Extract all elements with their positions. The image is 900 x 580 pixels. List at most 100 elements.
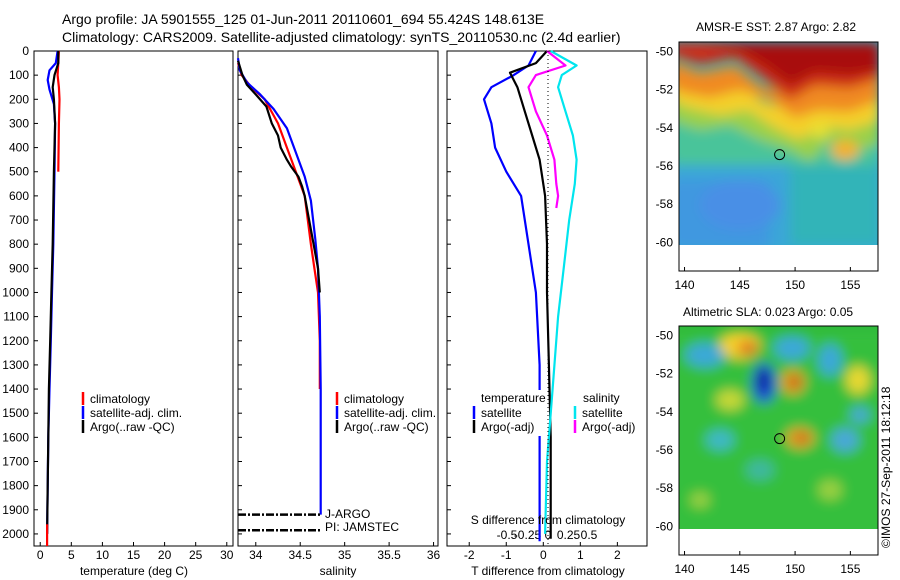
- depth-tick-label: 1000: [2, 285, 29, 299]
- annotation-pi: PI: JAMSTEC: [325, 520, 399, 534]
- series-line-climatology: [56, 50, 61, 172]
- depth-tick-label: 1600: [2, 430, 29, 444]
- x-tick-label: 34: [249, 548, 263, 562]
- map-y-tick-label: -56: [656, 443, 674, 457]
- legend-header-temperature: temperature: [481, 391, 546, 405]
- legend-label: Argo(-adj): [481, 420, 534, 434]
- temperature-legend: climatology satellite-adj. clim. Argo(..…: [81, 392, 182, 434]
- depth-tick-label: 900: [9, 261, 29, 275]
- difference-legend: temperature satellite Argo(-adj) salinit…: [470, 390, 640, 436]
- depth-tick-label: 1300: [2, 358, 29, 372]
- sst-heatmap: [679, 42, 878, 245]
- map-y-tick-label: -58: [656, 481, 674, 495]
- annotation-jargo: J-ARGO: [325, 507, 370, 521]
- map-x-tick-label: 145: [730, 562, 750, 576]
- s-tick-label: -0.25: [514, 528, 542, 542]
- legend-label: satellite-adj. clim.: [90, 406, 182, 420]
- temperature-xlabel: temperature (deg C): [80, 564, 188, 578]
- depth-tick-label: 1100: [3, 310, 29, 324]
- depth-tick-label: 600: [9, 189, 29, 203]
- legend-label: Argo(..raw -QC): [90, 420, 175, 434]
- x-tick-label: 1: [577, 548, 584, 562]
- legend-background: [470, 390, 545, 436]
- series-line-salinity-satellite: [544, 50, 578, 534]
- imos-timestamp: ©IMOS 27-Sep-2011 18:12:18: [879, 386, 893, 548]
- x-tick-label: -2: [464, 548, 475, 562]
- series-line-temperature-satellite: [482, 50, 541, 542]
- s-tick-label: 0.25: [557, 528, 581, 542]
- map-x-tick-label: 150: [785, 562, 805, 576]
- series-line-argo-raw-qc-: [236, 60, 321, 293]
- legend-label: Argo(-adj): [582, 420, 635, 434]
- legend-label: Argo(..raw -QC): [344, 420, 429, 434]
- depth-tick-label: 1200: [2, 334, 29, 348]
- x-tick-label: 30: [220, 548, 234, 562]
- series-line-salinity-argo-adj-: [527, 50, 567, 209]
- x-tick-label: 35.5: [377, 548, 401, 562]
- x-tick-label: 20: [158, 548, 172, 562]
- depth-tick-label: 1900: [2, 503, 29, 517]
- depth-tick-label: 700: [9, 213, 29, 227]
- series-line-argo-raw-qc-: [46, 51, 60, 534]
- x-tick-label: 10: [96, 548, 110, 562]
- depth-tick-label: 2000: [2, 527, 29, 541]
- sst-map-title: AMSR-E SST: 2.87 Argo: 2.82: [696, 20, 856, 34]
- sla-field: [679, 330, 878, 529]
- tick-layer: 0100200300400500600700800900100011001200…: [2, 44, 860, 576]
- map-x-tick-label: 140: [675, 278, 695, 292]
- sst-axes: [678, 41, 879, 272]
- depth-tick-label: 0: [22, 44, 29, 58]
- climatology-subtitle: Climatology: CARS2009. Satellite-adjuste…: [62, 29, 620, 45]
- depth-tick-label: 1500: [2, 406, 29, 420]
- map-x-tick-label: 145: [730, 278, 750, 292]
- depth-tick-label: 400: [9, 141, 29, 155]
- depth-tick-label: 1400: [2, 382, 29, 396]
- series-line-climatology: [236, 62, 321, 389]
- map-y-tick-label: -50: [656, 45, 674, 59]
- map-y-tick-label: -56: [656, 159, 674, 173]
- map-x-tick-label: 140: [675, 562, 695, 576]
- t-difference-xlabel: T difference from climatology: [471, 564, 625, 578]
- legend-label: satellite-adj. clim.: [344, 406, 436, 420]
- map-y-tick-label: -52: [656, 83, 674, 97]
- s-tick-label: -0.5: [497, 528, 518, 542]
- argo-location-marker: [774, 149, 786, 161]
- sla-axes: [678, 325, 879, 556]
- sst-field: [679, 42, 878, 245]
- s-difference-xlabel: S difference from climatology: [471, 513, 626, 527]
- map-x-tick-label: 155: [840, 278, 860, 292]
- salinity-legend: climatology satellite-adj. clim. Argo(..…: [335, 392, 436, 434]
- legend-label: climatology: [344, 392, 404, 406]
- platform-annotations: J-ARGO PI: JAMSTEC: [325, 507, 399, 534]
- legend-label: climatology: [90, 392, 150, 406]
- map-y-tick-label: -60: [656, 235, 674, 249]
- x-tick-label: 34.5: [289, 548, 313, 562]
- x-tick-label: 15: [127, 548, 141, 562]
- series-line-satellite-adj-clim-: [236, 58, 322, 515]
- x-tick-label: -1: [501, 548, 512, 562]
- temperature-axes: [33, 50, 234, 547]
- depth-tick-label: 1800: [2, 479, 29, 493]
- salinity-axes: [237, 50, 439, 547]
- x-tick-label: 0: [540, 548, 547, 562]
- sla-map-title: Altimetric SLA: 0.023 Argo: 0.05: [683, 305, 853, 319]
- map-y-tick-label: -50: [656, 329, 674, 343]
- series-line-temperature-argo-adj-: [508, 50, 552, 539]
- x-tick-label: 35: [338, 548, 352, 562]
- map-y-tick-label: -54: [656, 121, 674, 135]
- map-x-tick-label: 155: [840, 562, 860, 576]
- legend-label: satellite: [481, 406, 522, 420]
- x-tick-label: 0: [37, 548, 44, 562]
- depth-tick-label: 300: [9, 116, 29, 130]
- legend-header-salinity: salinity: [583, 391, 620, 405]
- depth-tick-label: 100: [9, 68, 29, 82]
- legend-background: [560, 390, 640, 436]
- x-tick-label: 36: [427, 548, 441, 562]
- depth-tick-label: 800: [9, 237, 29, 251]
- map-y-tick-label: -60: [656, 519, 674, 533]
- sla-heatmap: [679, 326, 878, 529]
- map-y-tick-label: -58: [656, 197, 674, 211]
- legend-label: satellite: [582, 406, 623, 420]
- profile-title: Argo profile: JA 5901555_125 01-Jun-2011…: [62, 11, 544, 27]
